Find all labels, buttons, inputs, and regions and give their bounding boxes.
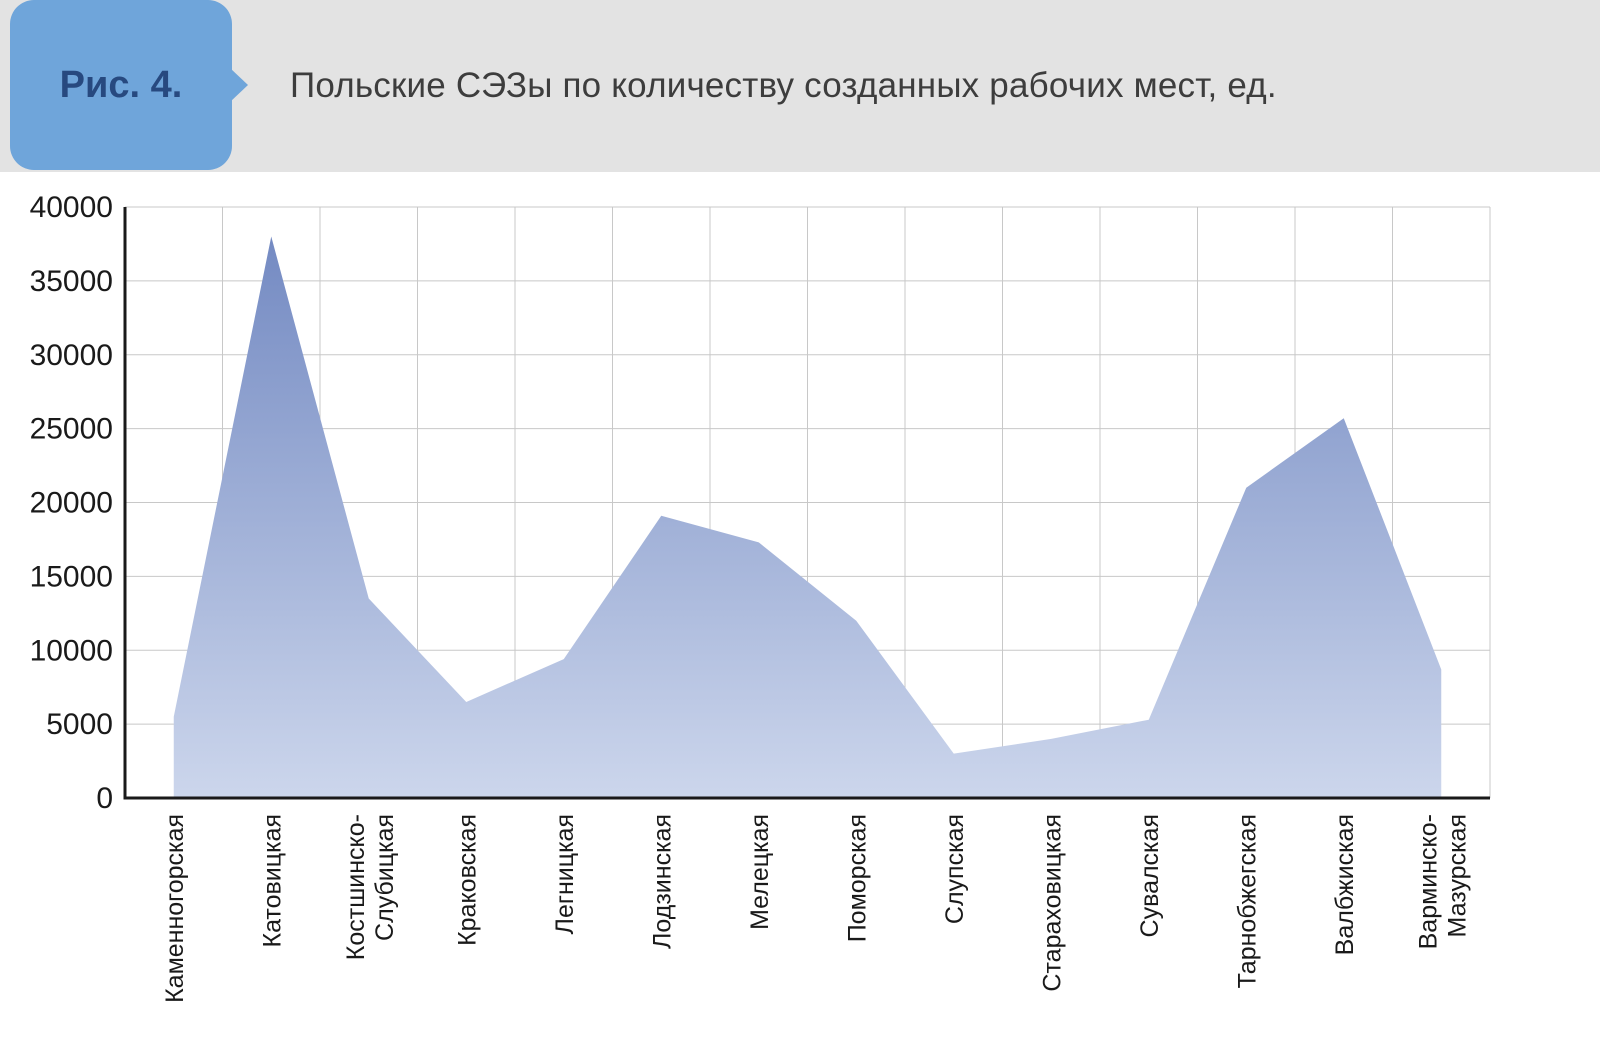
- x-axis-label: Каменногорская: [161, 814, 189, 1003]
- x-axis-label: Мелецкая: [746, 814, 774, 930]
- y-axis-label: 0: [96, 782, 113, 815]
- figure-label: Рис. 4.: [59, 63, 183, 106]
- y-axis-label: 10000: [30, 634, 113, 667]
- x-axis-label: Тарнобжегская: [1233, 814, 1261, 988]
- y-axis-label: 30000: [30, 339, 113, 372]
- y-axis-label: 15000: [30, 560, 113, 593]
- x-axis-label: Легницкая: [551, 814, 579, 934]
- x-axis-label: Мазурская: [1443, 814, 1471, 937]
- figure-label-box: Рис. 4.: [10, 0, 248, 170]
- y-axis-label: 40000: [30, 191, 113, 224]
- figure-header: Рис. 4. Польские СЭЗы по количеству созд…: [0, 0, 1600, 172]
- x-axis-label: Краковская: [453, 814, 481, 946]
- y-axis-label: 5000: [46, 708, 113, 741]
- x-axis-label: Катовицкая: [258, 814, 286, 947]
- y-axis-label: 25000: [30, 413, 113, 446]
- x-axis-label: Варминско-: [1414, 814, 1442, 949]
- figure-title: Польские СЭЗы по количеству созданных ра…: [290, 66, 1277, 105]
- y-axis-label: 20000: [30, 487, 113, 520]
- x-axis-label: Сувалская: [1136, 814, 1164, 937]
- figure-label-pointer-icon: [230, 68, 248, 102]
- x-axis-label: Валбжиская: [1331, 814, 1359, 955]
- x-axis-label: Костшинско-: [342, 814, 370, 960]
- y-axis-label: 35000: [30, 265, 113, 298]
- x-axis-label: Слубицкая: [371, 814, 399, 941]
- x-axis-label: Стараховицкая: [1038, 814, 1066, 992]
- area-chart-svg: 0 5000 10000 15000 20000 25000 30000 35000 40000…: [30, 191, 1491, 1003]
- x-axis-label: Лодзинская: [648, 814, 676, 949]
- area-chart: 0 5000 10000 15000 20000 25000 30000 35000 40000…: [0, 170, 1600, 1062]
- area-series: [173, 236, 1442, 799]
- x-axis-label: Слупская: [941, 814, 969, 924]
- x-axis-label: Поморская: [843, 814, 871, 942]
